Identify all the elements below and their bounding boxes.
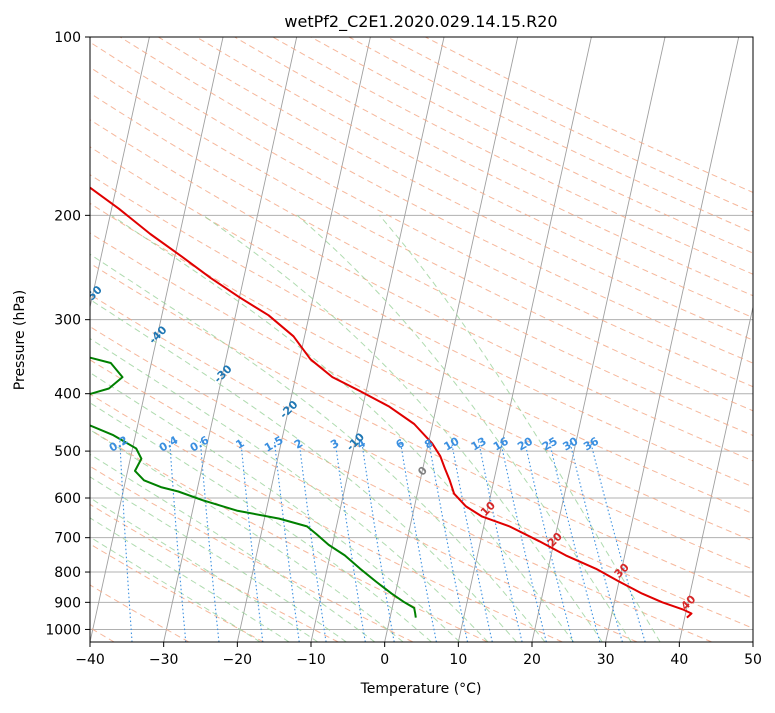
- x-tick-label: 10: [449, 652, 467, 668]
- dewpoint-profile-line: [90, 356, 417, 618]
- mixing-ratio-line: [524, 440, 574, 642]
- moist-adiabat-line: [379, 214, 661, 642]
- mixing-ratio-line: [119, 440, 133, 642]
- dry-adiabat-line: [90, 465, 414, 642]
- mixing-ratio-line: [298, 440, 327, 642]
- isotherm-line: [531, 37, 666, 642]
- isotherm-line: [384, 37, 519, 642]
- isotherm-line: [90, 37, 224, 642]
- moist-adiabat-line: [90, 429, 404, 642]
- isotherm-line: [90, 37, 150, 310]
- y-tick-label: 600: [54, 491, 81, 507]
- chart-title: wetPf2_C2E1.2020.029.14.15.R20: [284, 12, 557, 32]
- moist-adiabat-line: [296, 214, 632, 642]
- moist-adiabat-line: [90, 402, 432, 642]
- moist-adiabat-line: [90, 453, 376, 642]
- dry-adiabat-line: [90, 66, 753, 412]
- isotherm-line: [678, 304, 753, 642]
- dry-adiabat-line: [90, 232, 753, 570]
- y-tick-label: 200: [54, 208, 81, 224]
- x-tick-label: 20: [523, 652, 541, 668]
- x-tick-label: −40: [75, 652, 105, 668]
- dry-adiabat-line: [90, 503, 339, 642]
- y-tick-label: 700: [54, 531, 81, 547]
- y-tick-label: 400: [54, 387, 81, 403]
- isotherm-line: [163, 37, 298, 642]
- mixing-ratio-line: [199, 440, 220, 642]
- y-tick-label: 900: [54, 595, 81, 611]
- mixing-ratio-line: [273, 440, 300, 642]
- x-tick-label: −10: [296, 652, 326, 668]
- moist-adiabat-line: [90, 372, 461, 642]
- x-tick-label: 0: [380, 652, 389, 668]
- plot-frame: [89, 36, 754, 643]
- y-axis-title: Pressure (hPa): [12, 290, 28, 390]
- y-tick-label: 100: [54, 30, 81, 46]
- isotherm-line: [605, 37, 740, 642]
- dry-adiabat-line: [90, 584, 190, 642]
- moist-adiabat-line: [90, 536, 261, 642]
- mixing-ratio-line: [569, 440, 623, 642]
- moist-adiabat-line: [90, 338, 489, 642]
- mixing-ratio-line: [399, 440, 437, 642]
- mixing-ratio-line: [589, 440, 646, 642]
- moist-adiabat-line: [90, 253, 546, 642]
- temperature-profile-line: [90, 186, 693, 619]
- dry-adiabat-line: [119, 37, 753, 364]
- background-lines: [90, 37, 753, 642]
- dry-adiabat-line: [90, 262, 753, 599]
- dry-adiabat-line: [90, 202, 753, 542]
- y-tick-label: 1000: [45, 622, 81, 638]
- moist-adiabat-line: [202, 214, 603, 642]
- profile-lines: [90, 186, 693, 619]
- y-tick-label: 500: [54, 444, 81, 460]
- dry-adiabat-line: [90, 359, 638, 642]
- x-tick-label: 40: [670, 652, 688, 668]
- mixing-ratio-line: [240, 440, 264, 642]
- y-tick-label: 800: [54, 565, 81, 581]
- dry-adiabat-line: [158, 37, 753, 341]
- mixing-ratio-line: [334, 440, 366, 642]
- isotherm-line: [457, 37, 592, 642]
- x-tick-label: −20: [223, 652, 253, 668]
- mixing-ratio-line: [428, 440, 469, 642]
- x-tick-label: −30: [149, 652, 179, 668]
- x-axis-title: Temperature (°C): [360, 681, 482, 697]
- isotherm-line: [236, 37, 371, 642]
- moist-adiabat-line: [90, 298, 517, 642]
- mixing-ratio-line: [477, 440, 523, 642]
- dry-adiabat-line: [90, 146, 753, 488]
- mixing-ratio-line: [450, 440, 493, 642]
- y-tick-label: 300: [54, 313, 81, 329]
- axes: −40 −30 −20 −10 0 10 20 30 40 50 100 200 300 400 500 60…: [45, 30, 762, 668]
- mixing-ratio-line: [169, 440, 187, 642]
- dry-adiabat-line: [90, 293, 753, 629]
- dry-adiabat-line: [90, 92, 753, 437]
- mixing-ratio-line: [361, 440, 395, 642]
- moist-adiabat-line: [90, 476, 347, 642]
- dry-adiabat-line: [90, 174, 753, 515]
- x-tick-label: 30: [597, 652, 615, 668]
- mixing-ratio-line: [499, 440, 547, 642]
- x-tick-label: 50: [744, 652, 762, 668]
